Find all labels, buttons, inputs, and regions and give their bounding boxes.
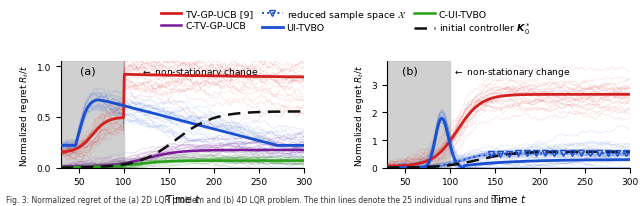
Text: (a): (a) <box>80 66 96 76</box>
Text: Fig. 3: Normalized regret of the (a) 2D LQR problem and (b) 4D LQR problem. The : Fig. 3: Normalized regret of the (a) 2D … <box>6 195 504 204</box>
Y-axis label: Normalized regret $R_t/t$: Normalized regret $R_t/t$ <box>18 64 31 166</box>
X-axis label: Time $t$: Time $t$ <box>164 192 200 204</box>
Text: $\leftarrow$ non-stationary change: $\leftarrow$ non-stationary change <box>141 66 259 79</box>
Bar <box>387 62 450 168</box>
Legend: TV-GP-UCB [9], C-TV-GP-UCB, reduced sample space $\mathcal{X}$, UI-TVBO, C-UI-TV: TV-GP-UCB [9], C-TV-GP-UCB, reduced samp… <box>157 5 534 41</box>
Bar <box>61 62 124 168</box>
X-axis label: Time $t$: Time $t$ <box>491 192 527 204</box>
Text: $\leftarrow$ non-stationary change: $\leftarrow$ non-stationary change <box>452 66 570 79</box>
Text: (b): (b) <box>401 66 417 76</box>
Y-axis label: Normalized regret $R_t/t$: Normalized regret $R_t/t$ <box>353 64 366 166</box>
